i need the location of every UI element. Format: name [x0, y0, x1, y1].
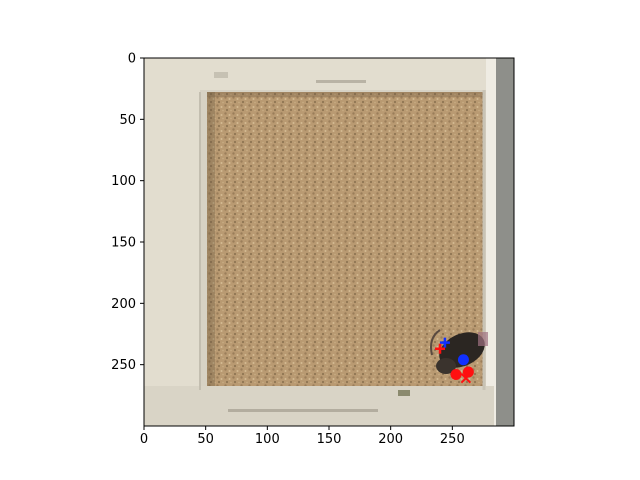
bottom-slot [228, 409, 378, 412]
x-tick-label: 200 [378, 432, 403, 447]
plus-marker [435, 343, 445, 354]
x-tick-label: 250 [440, 432, 465, 447]
x-tick-label: 100 [255, 432, 280, 447]
bottom-wall [144, 386, 494, 426]
top-notch [214, 72, 228, 78]
bedding-shadow-top [207, 92, 484, 97]
circle-marker [462, 366, 474, 378]
y-tick-label: 0 [128, 52, 136, 67]
bedding-floor [207, 92, 484, 386]
y-tick-label: 50 [119, 113, 136, 128]
bottom-object [398, 390, 410, 396]
top-slot [316, 80, 366, 83]
y-tick-label: 250 [111, 358, 136, 373]
y-axis: 0 50 100 150 200 250 [111, 52, 144, 373]
y-tick-label: 200 [111, 297, 136, 312]
x-tick-label: 150 [317, 432, 342, 447]
enclosure-photo [144, 58, 514, 426]
right-dark-edge [494, 58, 514, 426]
plus-marker [439, 337, 450, 348]
x-axis: 0 50 100 150 200 250 [140, 426, 465, 447]
keypoint-markers [435, 337, 474, 384]
x-tick-label: 0 [140, 432, 148, 447]
mouse [430, 329, 488, 374]
x-marker [460, 372, 472, 384]
x-tick-label: 50 [197, 432, 214, 447]
right-edge-highlight [486, 58, 496, 426]
y-tick-label: 150 [111, 236, 136, 251]
circle-marker [457, 354, 469, 366]
circle-marker [450, 368, 462, 380]
bedding-shadow-left [207, 92, 215, 386]
y-tick-label: 100 [111, 174, 136, 189]
